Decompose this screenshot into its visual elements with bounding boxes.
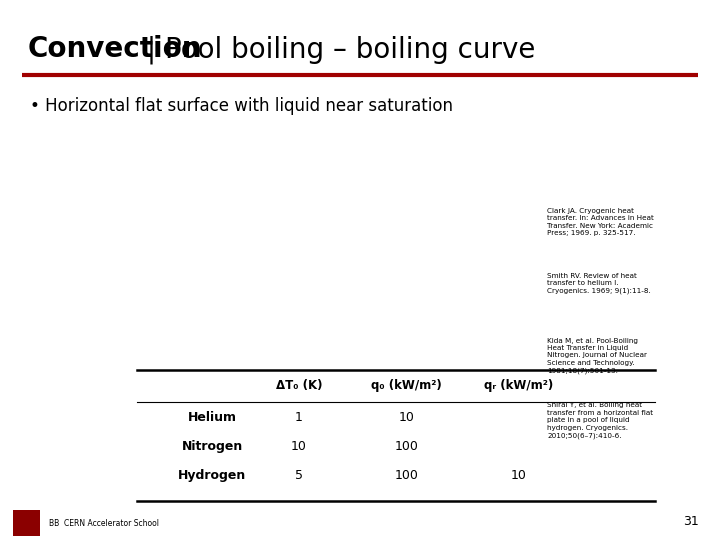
Text: 10: 10 (510, 469, 526, 482)
Text: Nitrogen: Nitrogen (181, 440, 243, 453)
Text: Smith RV. Review of heat
transfer to helium I.
Cryogenics. 1969; 9(1):11-8.: Smith RV. Review of heat transfer to hel… (547, 273, 651, 294)
Text: 100: 100 (395, 440, 419, 453)
Text: 5: 5 (294, 469, 303, 482)
Text: 31: 31 (683, 515, 698, 528)
Text: Clark JA. Cryogenic heat
transfer. In: Advances in Heat
Transfer. New York: Acad: Clark JA. Cryogenic heat transfer. In: A… (547, 208, 654, 237)
Text: Kida M, et al. Pool-Boiling
Heat Transfer in Liquid
Nitrogen. Journal of Nuclear: Kida M, et al. Pool-Boiling Heat Transfe… (547, 338, 647, 374)
Text: ΔT₀ (K): ΔT₀ (K) (276, 379, 322, 392)
Text: Shirai Y, et al. Boiling heat
transfer from a horizontal flat
plate in a pool of: Shirai Y, et al. Boiling heat transfer f… (547, 402, 653, 439)
Text: BB  CERN Accelerator School: BB CERN Accelerator School (49, 519, 159, 528)
Text: | Pool boiling – boiling curve: | Pool boiling – boiling curve (138, 35, 536, 64)
Text: qᵣ (kW/m²): qᵣ (kW/m²) (484, 379, 553, 392)
Text: Helium: Helium (188, 411, 237, 424)
Text: 100: 100 (395, 469, 419, 482)
FancyBboxPatch shape (13, 510, 40, 536)
Text: Hydrogen: Hydrogen (179, 469, 246, 482)
Text: 1: 1 (295, 411, 302, 424)
Text: Convection: Convection (27, 35, 202, 63)
Text: • Horizontal flat surface with liquid near saturation: • Horizontal flat surface with liquid ne… (30, 97, 454, 115)
Text: q₀ (kW/m²): q₀ (kW/m²) (372, 379, 442, 392)
Text: 10: 10 (291, 440, 307, 453)
Text: 10: 10 (399, 411, 415, 424)
